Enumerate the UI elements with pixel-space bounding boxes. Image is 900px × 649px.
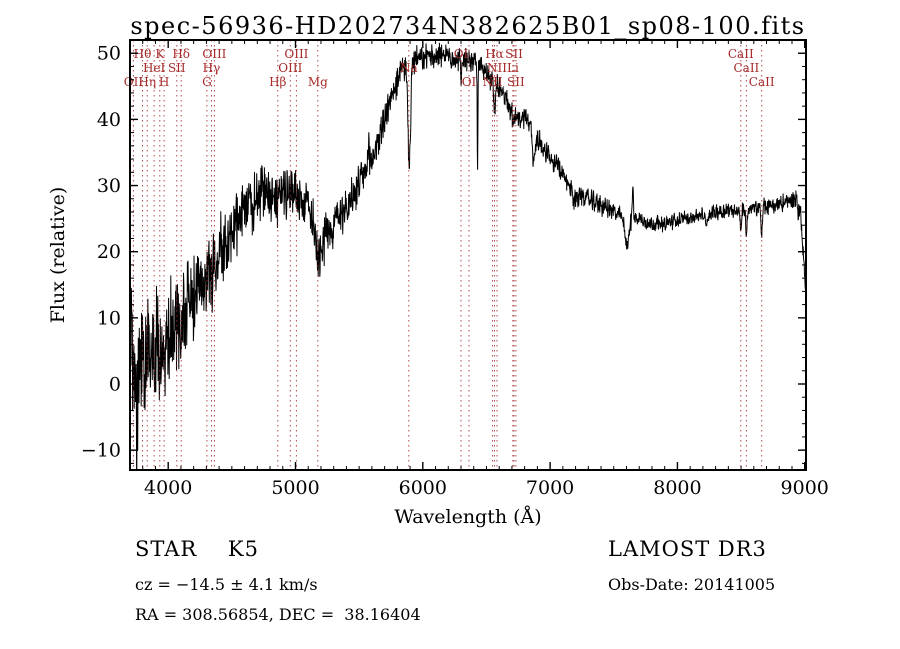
y-tick-label: 0: [109, 374, 121, 396]
y-tick-label: −10: [81, 440, 121, 462]
spectral-line-label: NII: [483, 75, 503, 89]
spectral-line-label: OIII: [278, 61, 302, 75]
y-tick-label: 50: [97, 43, 121, 65]
x-tick-label: 9000: [781, 477, 829, 499]
y-tick-label: 20: [97, 241, 121, 263]
obs-date-text: Obs-Date: 20141005: [608, 575, 776, 594]
spectral-line-label: Hη: [138, 75, 156, 89]
tick-labels: 4000 5000 6000 7000 8000 9000 −10 0 10 20 30 40 50: [81, 43, 829, 499]
spectral-line-label: Mg: [308, 75, 328, 89]
spectral-line-label: SII: [507, 75, 525, 89]
object-class-text: STAR K5: [135, 537, 259, 561]
y-axis-label: Flux (relative): [47, 186, 69, 324]
cz-text: cz = −14.5 ± 4.1 km/s: [135, 575, 318, 594]
spectral-line-label: Li: [507, 61, 519, 75]
spectral-line-label: OI: [454, 47, 469, 61]
spectral-line-label: Hα: [485, 47, 504, 61]
spectral-line-label: Hθ: [134, 47, 152, 61]
spectral-line-label: OIII: [202, 47, 226, 61]
x-tick-label: 7000: [526, 477, 574, 499]
spectral-line-label: G: [202, 75, 212, 89]
plot-frame: [129, 39, 807, 471]
spectrum-series: [130, 42, 806, 470]
spectral-line-label: OI: [462, 75, 477, 89]
spectral-line-label: K: [155, 47, 165, 61]
x-axis-label: Wavelength (Å): [394, 506, 542, 528]
y-tick-label: 10: [97, 307, 121, 329]
x-tick-label: 4000: [144, 477, 192, 499]
plot-title: spec-56936-HD202734N382625B01_sp08-100.f…: [130, 12, 806, 40]
spectral-line-label: Hβ: [269, 75, 286, 89]
spectral-line-label: HeI: [143, 61, 166, 75]
spectral-line-label: SII: [505, 47, 523, 61]
spectral-line-label: SII: [168, 61, 186, 75]
spectral-line-label: H: [159, 75, 169, 89]
x-tick-label: 6000: [399, 477, 447, 499]
spectrum-line: [130, 42, 806, 470]
y-tick-label: 30: [97, 175, 121, 197]
y-tick-label: 40: [97, 109, 121, 131]
spectral-line-label: OII: [124, 75, 144, 89]
spectral-line-label: CaII: [733, 61, 759, 75]
spectral-line-label: CaII: [749, 75, 775, 89]
axis-ticks: [129, 40, 806, 470]
spectral-line-label: Hδ: [172, 47, 190, 61]
spectral-line-label: NII: [487, 61, 507, 75]
radec-text: RA = 308.56854, DEC = 38.16404: [135, 605, 421, 624]
spectral-line-label: Hγ: [203, 61, 221, 75]
survey-text: LAMOST DR3: [608, 537, 767, 561]
spectral-line-label: Na: [400, 61, 418, 75]
spectral-line-label: OIII: [284, 47, 308, 61]
spectral-line-markers: OIIHθHηHeIKHSIIHδGHγOIIIHβOIIIOIIIMgNaOI…: [124, 40, 775, 470]
x-tick-label: 5000: [271, 477, 319, 499]
x-tick-label: 8000: [653, 477, 701, 499]
spectral-line-label: CaII: [728, 47, 754, 61]
